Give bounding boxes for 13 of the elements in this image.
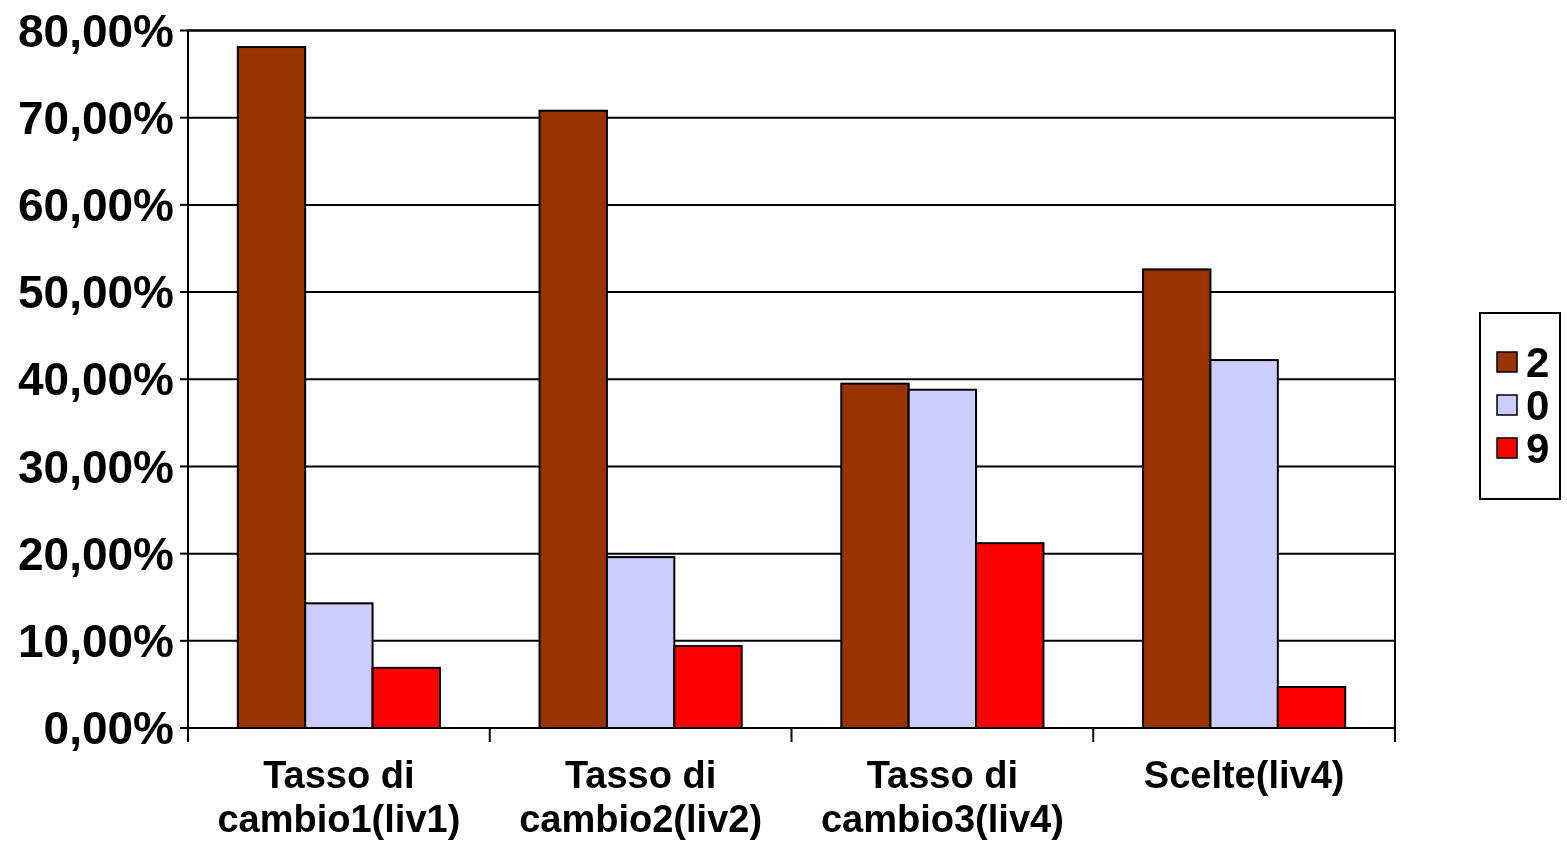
x-tick-label: Tasso di cambio3(liv4) [820, 754, 1064, 840]
y-tick-label: 40,00% [17, 353, 174, 406]
y-tick-label: 80,00% [17, 4, 174, 57]
y-tick-label: 60,00% [17, 178, 174, 231]
x-tick-label: Tasso di cambio2(liv2) [519, 754, 763, 840]
y-tick-label: 20,00% [17, 527, 174, 580]
x-tick-label: Scelte(liv4) [1143, 754, 1345, 796]
x-tick-label: Tasso di cambio1(liv1) [217, 754, 461, 840]
y-tick-label: 10,00% [17, 614, 174, 667]
y-tick-label: 30,00% [17, 440, 174, 493]
y-tick-label: 50,00% [17, 266, 174, 319]
y-tick-label: 0,00% [43, 702, 174, 755]
y-tick-label: 70,00% [17, 91, 174, 144]
